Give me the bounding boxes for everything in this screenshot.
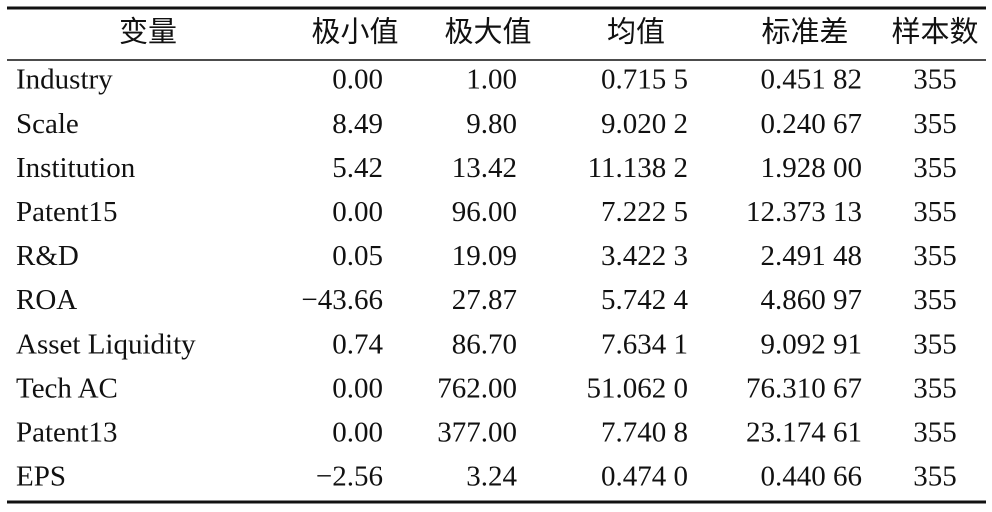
cell: 0.74 bbox=[332, 328, 383, 360]
row-label: Institution bbox=[16, 152, 136, 184]
cell: 5.742 4 bbox=[601, 284, 689, 316]
cell: 1.00 bbox=[466, 64, 517, 96]
cell: 51.062 0 bbox=[587, 372, 689, 404]
cell: 762.00 bbox=[437, 372, 517, 404]
cell: 355 bbox=[913, 461, 957, 493]
cell: 355 bbox=[913, 152, 957, 184]
header-cell: 变量 bbox=[119, 16, 177, 49]
cell: 7.222 5 bbox=[601, 196, 688, 228]
cell: 0.00 bbox=[332, 372, 383, 404]
cell: 0.00 bbox=[332, 64, 383, 96]
cell: 12.373 13 bbox=[746, 196, 862, 228]
cell: 0.474 0 bbox=[601, 461, 688, 493]
header-cell: 标准差 bbox=[761, 16, 848, 49]
cell: 1.928 00 bbox=[761, 152, 863, 184]
cell: 9.092 91 bbox=[761, 328, 863, 360]
cell: 4.860 97 bbox=[761, 284, 863, 316]
cell: 9.80 bbox=[466, 108, 517, 140]
cell: 96.00 bbox=[452, 196, 517, 228]
cell: 355 bbox=[913, 328, 957, 360]
cell: 0.240 67 bbox=[761, 108, 863, 140]
cell: 8.49 bbox=[332, 108, 383, 140]
cell: 27.87 bbox=[452, 284, 517, 316]
row-label: ROA bbox=[16, 284, 77, 316]
cell: 7.634 1 bbox=[601, 328, 688, 360]
cell: 11.138 2 bbox=[588, 152, 688, 184]
cell: 0.440 66 bbox=[761, 461, 863, 493]
cell: 355 bbox=[913, 64, 957, 96]
cell: 377.00 bbox=[437, 416, 517, 448]
cell: 355 bbox=[913, 108, 957, 140]
header-cell: 样本数 bbox=[891, 16, 978, 49]
cell: 0.00 bbox=[332, 196, 383, 228]
cell: 9.020 2 bbox=[601, 108, 688, 140]
cell: 355 bbox=[913, 196, 957, 228]
cell: 13.42 bbox=[452, 152, 517, 184]
row-label: Scale bbox=[16, 108, 79, 140]
cell: 3.24 bbox=[466, 461, 517, 493]
row-label: R&D bbox=[16, 240, 79, 272]
header-cell: 极大值 bbox=[444, 16, 531, 49]
cell: 355 bbox=[913, 416, 957, 448]
cell: 0.05 bbox=[332, 240, 383, 272]
row-label: EPS bbox=[16, 461, 66, 493]
cell: 86.70 bbox=[452, 328, 517, 360]
cell: 0.715 5 bbox=[601, 64, 688, 96]
row-label: Asset Liquidity bbox=[16, 328, 196, 360]
cell: 23.174 61 bbox=[746, 416, 862, 448]
cell: 0.451 82 bbox=[761, 64, 863, 96]
cell: 7.740 8 bbox=[601, 416, 688, 448]
cell: 355 bbox=[913, 284, 957, 316]
cell: −43.66 bbox=[301, 284, 383, 316]
cell: 0.00 bbox=[332, 416, 383, 448]
header-cell: 极小值 bbox=[311, 16, 398, 49]
cell: 76.310 67 bbox=[746, 372, 862, 404]
cell: 5.42 bbox=[332, 152, 383, 184]
cell: 19.09 bbox=[452, 240, 517, 272]
cell: 355 bbox=[913, 372, 957, 404]
cell: −2.56 bbox=[316, 461, 383, 493]
row-label: Patent13 bbox=[16, 416, 118, 448]
row-label: Tech AC bbox=[16, 372, 118, 404]
cell: 3.422 3 bbox=[601, 240, 688, 272]
row-label: Industry bbox=[16, 64, 113, 96]
header-cell: 均值 bbox=[607, 16, 665, 49]
row-label: Patent15 bbox=[16, 196, 118, 228]
cell: 2.491 48 bbox=[761, 240, 863, 272]
cell: 355 bbox=[913, 240, 957, 272]
